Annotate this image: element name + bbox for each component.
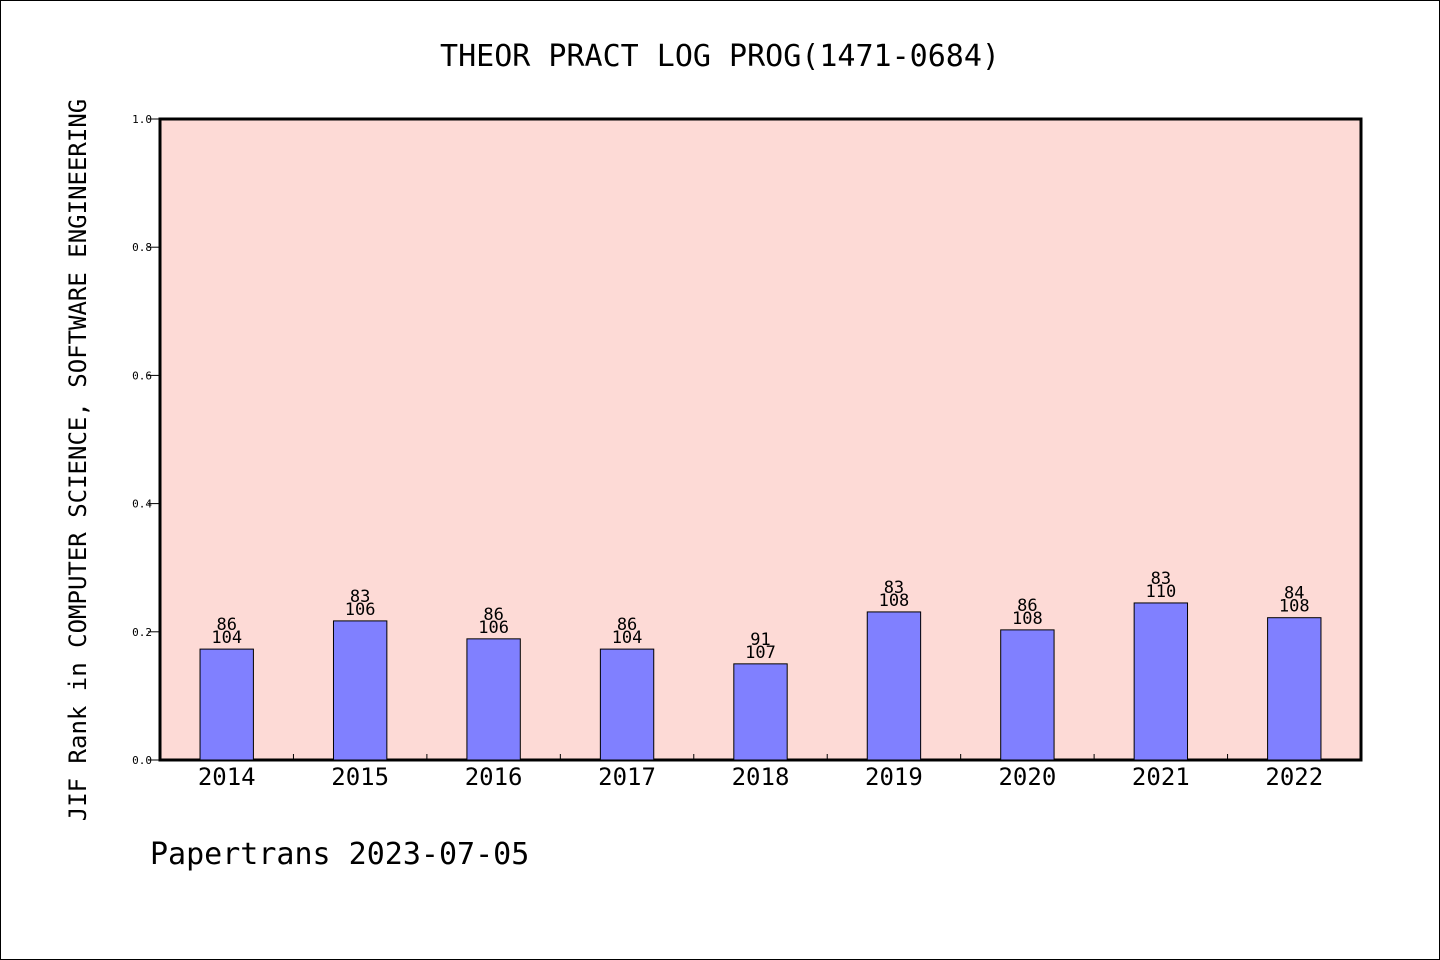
y-axis-label: JIF Rank in COMPUTER SCIENCE, SOFTWARE E…: [64, 99, 92, 821]
x-tick-label: 2015: [331, 763, 389, 791]
bar-rank-label: 84: [1284, 584, 1304, 604]
footer-credit: Papertrans 2023-07-05: [150, 837, 529, 872]
bar-total-label: 108: [1279, 597, 1310, 617]
x-tick-label: 2021: [1132, 763, 1190, 791]
x-tick-label: 2020: [998, 763, 1056, 791]
y-tick-label: 0.2: [132, 626, 152, 639]
bar-2014: [199, 648, 254, 761]
bar-total-label: 108: [879, 591, 910, 611]
x-tick-label: 2014: [198, 763, 256, 791]
y-tick-label: 0.8: [132, 241, 152, 254]
bar-rank-label: 83: [350, 587, 370, 607]
bar-total-label: 104: [612, 628, 643, 648]
bars: [199, 602, 1322, 761]
bar-rank-label: 86: [617, 615, 637, 635]
y-tick-label: 0.6: [132, 369, 152, 382]
bar-total-label: 110: [1145, 582, 1176, 602]
x-tick-label: 2018: [732, 763, 790, 791]
bar-2020: [1000, 629, 1055, 761]
bar-total-label: 106: [345, 600, 376, 620]
bar-2016: [466, 638, 521, 761]
bar-2021: [1133, 602, 1189, 761]
bar-total-label: 108: [1012, 609, 1043, 629]
y-axis: 0.0 0.2 0.4 0.6 0.8 1.0: [132, 113, 160, 767]
x-tick-label: 2016: [465, 763, 523, 791]
bar-2015: [332, 620, 388, 761]
y-tick-label: 0.4: [132, 498, 152, 511]
x-tick-label: 2017: [598, 763, 656, 791]
bar-2017: [599, 648, 655, 761]
bar-total-label: 104: [211, 628, 242, 648]
x-tick-label: 2019: [865, 763, 923, 791]
bar-rank-label: 91: [750, 630, 770, 650]
bar-rank-label: 83: [1151, 569, 1171, 589]
bar-rank-label: 86: [216, 615, 236, 635]
chart-title: THEOR PRACT LOG PROG(1471-0684): [440, 39, 1000, 74]
bar-2022: [1267, 617, 1322, 761]
y-tick-label: 0.0: [132, 754, 152, 767]
bar-rank-label: 86: [483, 605, 503, 625]
bar-rank-label: 83: [884, 578, 904, 598]
x-tick-label: 2022: [1265, 763, 1323, 791]
bar-rank-label: 86: [1017, 596, 1037, 616]
y-tick-label: 1.0: [132, 113, 152, 126]
bar-2019: [866, 611, 922, 761]
x-axis: 2014 2015 2016 2017 2018 2019 2020 2021 2022: [198, 754, 1323, 791]
bar-2018: [733, 663, 788, 761]
bar-total-label: 106: [478, 618, 509, 638]
bar-total-label: 107: [745, 643, 776, 663]
